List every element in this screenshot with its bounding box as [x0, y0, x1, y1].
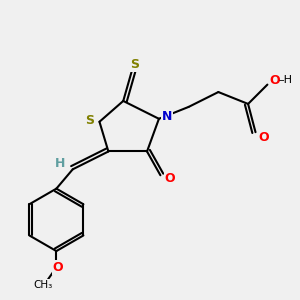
- Text: O: O: [269, 74, 280, 87]
- Text: CH₃: CH₃: [33, 280, 52, 290]
- Text: S: S: [85, 114, 94, 127]
- Text: O: O: [165, 172, 175, 185]
- Text: –H: –H: [279, 75, 293, 85]
- Text: S: S: [130, 58, 139, 71]
- Text: O: O: [52, 261, 63, 274]
- Text: O: O: [259, 131, 269, 144]
- Text: N: N: [162, 110, 172, 123]
- Text: H: H: [55, 157, 65, 170]
